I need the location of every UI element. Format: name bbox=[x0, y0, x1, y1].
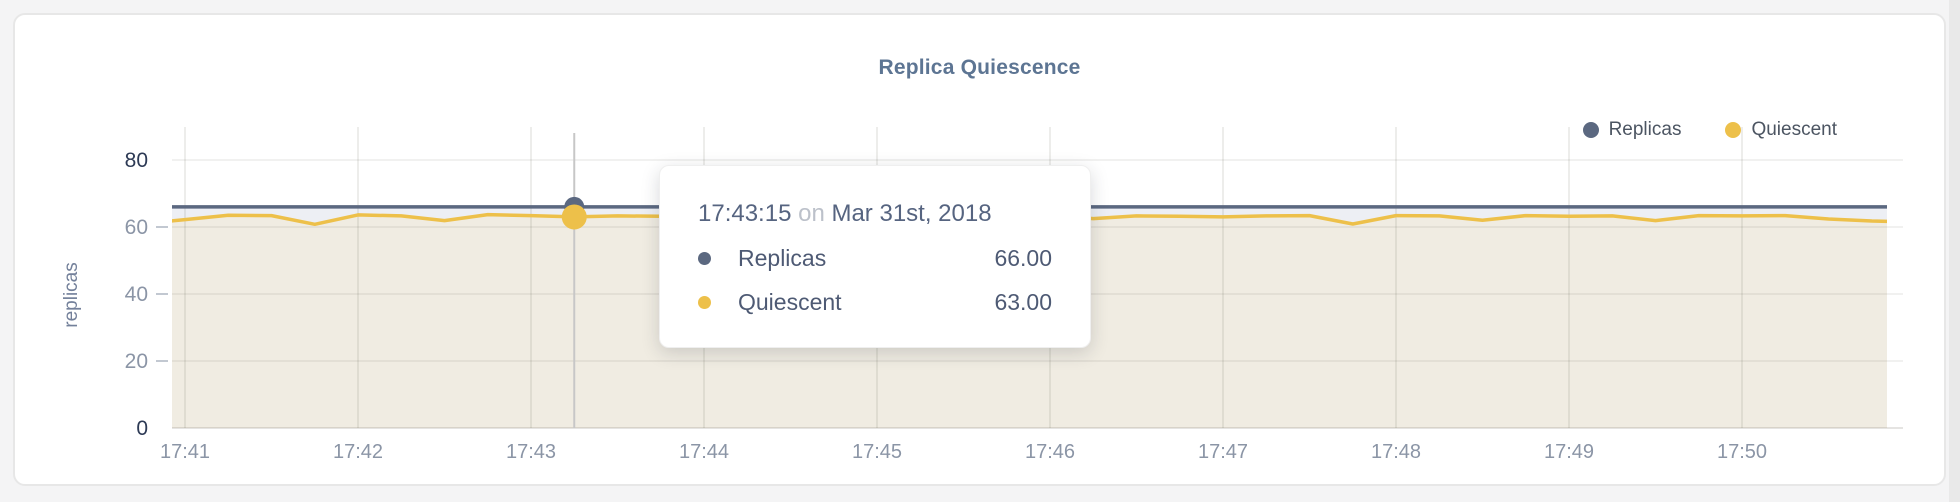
y-tick-label: 0 bbox=[136, 417, 148, 440]
x-tick-label: 17:45 bbox=[852, 441, 902, 463]
series-dot-icon bbox=[698, 296, 711, 309]
legend-label: Quiescent bbox=[1751, 119, 1837, 140]
chart-title: Replica Quiescence bbox=[878, 56, 1081, 79]
x-tick-label: 17:42 bbox=[333, 441, 383, 463]
tooltip-time: 17:43:15 bbox=[698, 200, 792, 227]
series-dot-icon bbox=[698, 252, 711, 265]
x-tick-label: 17:44 bbox=[679, 441, 729, 463]
legend-item-replicas[interactable]: Replicas bbox=[1582, 119, 1682, 141]
tooltip-header: 17:43:15 on Mar 31st, 2018 bbox=[698, 200, 1052, 228]
x-tick-label: 17:46 bbox=[1025, 441, 1075, 463]
legend-label: Replicas bbox=[1608, 119, 1682, 140]
x-tick-label: 17:47 bbox=[1198, 441, 1248, 463]
legend-item-quiescent[interactable]: Quiescent bbox=[1725, 119, 1837, 141]
chart-card: Replica Quiescence Replicas Quiescent rep… bbox=[13, 13, 1946, 486]
y-tick-label: 40 bbox=[125, 283, 148, 306]
y-tick-label: 20 bbox=[125, 350, 148, 373]
legend-dot-icon bbox=[1725, 122, 1742, 138]
legend-dot-icon bbox=[1582, 122, 1599, 138]
legend: Replicas Quiescent bbox=[1582, 119, 1837, 141]
x-tick-label: 17:41 bbox=[160, 441, 210, 463]
x-tick-label: 17:50 bbox=[1717, 441, 1767, 463]
tooltip-series-label: Quiescent bbox=[738, 289, 842, 315]
axis-ticks: 0 20 40 60 80 17:41 17:42 17:43 17:44 17:45 17:46 1… bbox=[125, 149, 1767, 463]
tooltip-row: Quiescent 63.00 bbox=[698, 289, 1052, 316]
y-tick-label: 80 bbox=[125, 149, 148, 172]
tooltip-connector: on bbox=[798, 200, 825, 227]
hover-dot-quiescent bbox=[561, 204, 587, 230]
x-tick-label: 17:48 bbox=[1371, 441, 1421, 463]
tooltip-series-value: 66.00 bbox=[994, 245, 1052, 271]
x-tick-label: 17:49 bbox=[1544, 441, 1594, 463]
y-tick-label: 60 bbox=[125, 216, 148, 239]
tooltip: 17:43:15 on Mar 31st, 2018 Replicas 66.00… bbox=[659, 165, 1091, 348]
scrollbar[interactable] bbox=[1949, 0, 1960, 502]
tooltip-date: Mar 31st, 2018 bbox=[831, 200, 992, 227]
tooltip-series-label: Replicas bbox=[738, 245, 827, 271]
tooltip-series-value: 63.00 bbox=[994, 289, 1052, 315]
x-tick-label: 17:43 bbox=[506, 441, 556, 463]
tooltip-row: Replicas 66.00 bbox=[698, 245, 1052, 272]
